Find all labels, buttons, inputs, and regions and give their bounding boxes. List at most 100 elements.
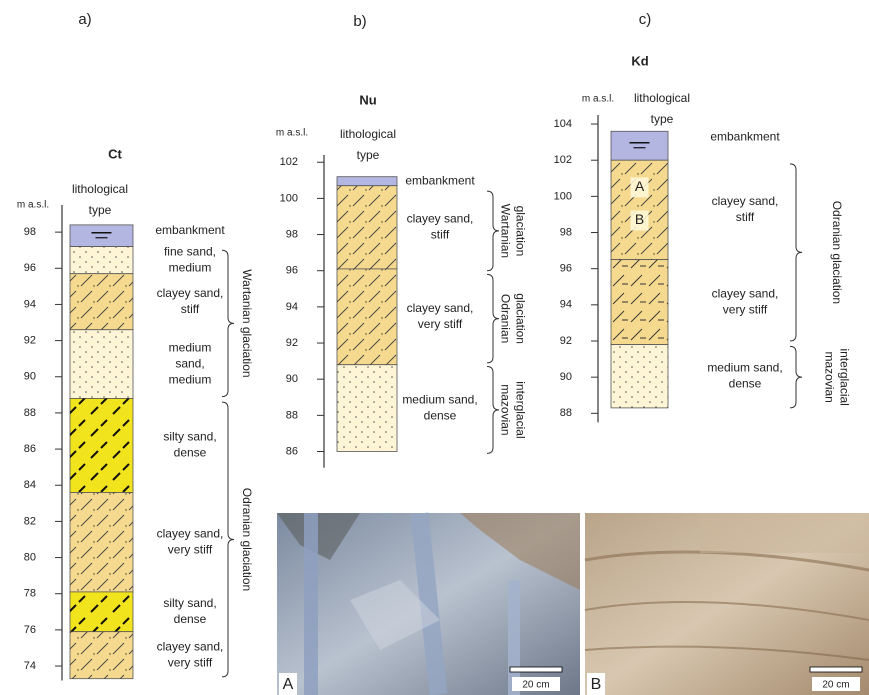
layer	[70, 225, 133, 247]
photo-label: B	[591, 676, 602, 693]
column-header: type	[89, 203, 112, 217]
tick-label: 98	[286, 228, 298, 240]
scale-label: 20 cm	[522, 680, 549, 691]
panel-label: a)	[78, 11, 91, 28]
panel: a)Ctm a.s.l.lithologicaltype747678808284…	[17, 11, 254, 681]
tick-label: 102	[554, 154, 572, 166]
layer-label: very stiff	[723, 302, 768, 316]
panel-label: b)	[353, 13, 366, 30]
column-header: type	[357, 148, 380, 162]
layer-label: clayey sand,	[712, 194, 779, 208]
photo-b	[585, 513, 869, 695]
tick-label: 88	[24, 407, 36, 419]
tick-label: 80	[24, 551, 36, 563]
layer-pattern	[70, 632, 133, 679]
bracket	[222, 402, 234, 677]
bracket-label: interglacial	[837, 348, 851, 405]
tick-label: 82	[24, 515, 36, 527]
tick-label: 88	[560, 407, 572, 419]
layer	[611, 131, 668, 160]
layer-label: very stiff	[168, 655, 213, 669]
layer-label: medium sand,	[402, 392, 477, 406]
bracket	[222, 250, 234, 396]
layer-label: clayey sand,	[157, 286, 224, 300]
bracket	[487, 191, 499, 271]
tick-label: 90	[560, 371, 572, 383]
scale-label: 20 cm	[822, 680, 849, 691]
layer-pattern	[611, 160, 668, 259]
layer-pattern	[70, 330, 133, 399]
layer-label: embankment	[710, 129, 780, 143]
tick-label: 94	[286, 301, 298, 313]
layer-label: embankment	[155, 223, 225, 237]
bracket	[790, 164, 802, 341]
panel-title: Ct	[108, 146, 122, 161]
layer-label: medium	[169, 260, 212, 274]
column-header: type	[651, 112, 674, 126]
axis-label: m a.s.l.	[17, 200, 49, 211]
axis-label: m a.s.l.	[276, 128, 308, 139]
panel-title: Kd	[631, 53, 648, 68]
bracket	[487, 274, 499, 363]
layer-label: stiff	[181, 302, 200, 316]
layer-label: very stiff	[168, 542, 213, 556]
tick-label: 92	[24, 335, 36, 347]
layer-label: dense	[174, 612, 207, 626]
layer-label: medium	[169, 372, 212, 386]
layer-pattern	[70, 492, 133, 591]
photo-a	[277, 513, 580, 695]
tick-label: 100	[554, 190, 572, 202]
note-label: A	[635, 178, 645, 194]
panel-label: c)	[639, 11, 652, 28]
tick-label: 94	[560, 299, 572, 311]
axis-label: m a.s.l.	[582, 94, 614, 105]
tick-label: 96	[24, 262, 36, 274]
bracket-label: interglacial	[513, 381, 527, 438]
bracket-label: Wartanian glaciation	[240, 269, 254, 377]
layer-pattern	[611, 260, 668, 345]
bracket-label: Odranian glaciation	[830, 201, 844, 304]
layer-label: medium sand,	[707, 360, 782, 374]
layer-label: embankment	[405, 173, 475, 187]
tick-label: 102	[280, 156, 298, 168]
layer-pattern	[70, 592, 133, 632]
tick-label: 78	[24, 588, 36, 600]
column-header: lithological	[340, 127, 396, 141]
tick-label: 90	[24, 371, 36, 383]
layer-pattern	[70, 398, 133, 492]
bracket-label: Odranian	[498, 294, 512, 343]
layer-label: very stiff	[418, 317, 463, 331]
tick-label: 104	[554, 118, 572, 130]
layer-pattern	[70, 247, 133, 274]
layer-pattern	[337, 365, 397, 452]
tick-label: 98	[560, 226, 572, 238]
bracket	[790, 346, 802, 407]
tick-label: 88	[286, 409, 298, 421]
column-header: lithological	[634, 91, 690, 105]
tick-label: 86	[24, 443, 36, 455]
figure: a)Ctm a.s.l.lithologicaltype747678808284…	[0, 0, 869, 695]
layer-pattern	[337, 269, 397, 365]
layer-label: clayey sand,	[407, 211, 474, 225]
bracket-label: mazovian	[822, 351, 836, 402]
layer-label: dense	[424, 408, 457, 422]
tick-label: 84	[24, 479, 36, 491]
bracket-label: Odranian glaciation	[240, 488, 254, 591]
layer-pattern	[70, 274, 133, 330]
photo-label: A	[283, 676, 294, 693]
tick-label: 76	[24, 624, 36, 636]
layer-label: stiff	[431, 227, 450, 241]
layer-label: dense	[729, 376, 762, 390]
tick-label: 94	[24, 298, 36, 310]
bracket-label: Wartanian	[498, 204, 512, 258]
layer-label: clayey sand,	[712, 286, 779, 300]
layer-label: silty sand,	[163, 430, 216, 444]
layer-label: medium	[169, 340, 212, 354]
layer-label: clayey sand,	[157, 639, 224, 653]
bracket-label: glaciation	[513, 206, 527, 257]
tick-label: 86	[286, 445, 298, 457]
layer	[337, 177, 397, 186]
panel: c)Kdm a.s.l.lithologicaltype889092949698…	[554, 11, 852, 422]
panel-title: Nu	[359, 92, 376, 107]
bracket-label: glaciation	[513, 293, 527, 344]
